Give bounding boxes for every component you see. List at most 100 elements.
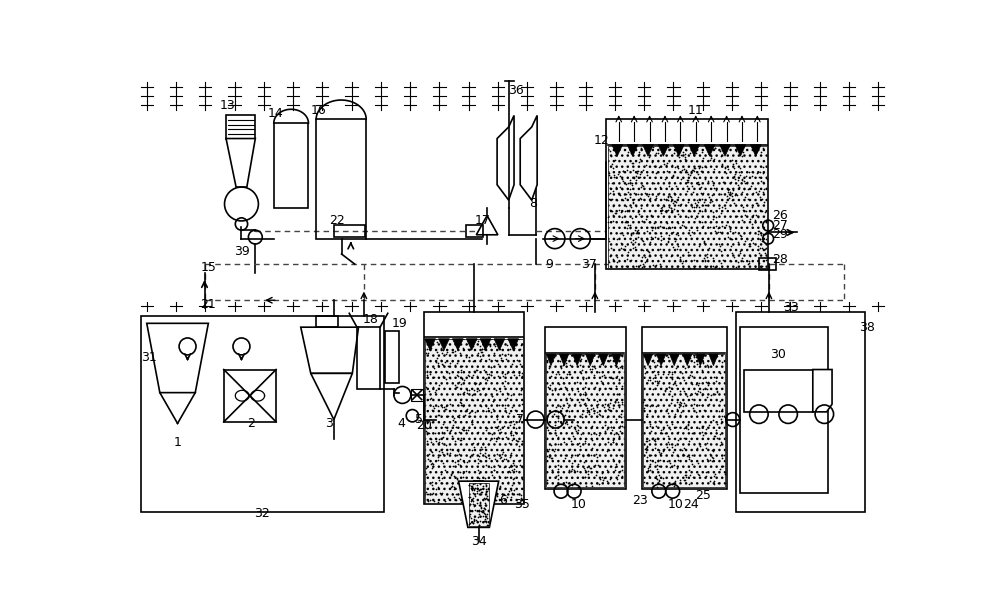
- Point: [623, 255, 639, 265]
- Point: [660, 205, 676, 215]
- Point: [639, 437, 655, 446]
- Point: [663, 203, 679, 213]
- Point: [702, 455, 718, 465]
- Point: [643, 210, 659, 220]
- Point: [659, 420, 675, 430]
- Point: [719, 191, 735, 200]
- Point: [684, 181, 700, 191]
- Point: [488, 495, 504, 505]
- Point: [676, 398, 692, 408]
- Point: [693, 355, 709, 365]
- Point: [698, 471, 714, 481]
- Point: [754, 236, 770, 245]
- Point: [605, 186, 621, 195]
- Point: [492, 424, 508, 434]
- Point: [694, 206, 710, 216]
- Point: [649, 482, 665, 492]
- Point: [570, 421, 586, 431]
- Point: [487, 454, 503, 463]
- Point: [640, 246, 656, 256]
- Point: [755, 169, 771, 178]
- Point: [424, 489, 440, 499]
- Point: [745, 188, 761, 197]
- Point: [732, 247, 748, 256]
- Point: [475, 438, 491, 448]
- Point: [613, 409, 629, 419]
- Point: [463, 496, 479, 505]
- Point: [661, 177, 677, 187]
- Point: [625, 166, 641, 175]
- Point: [711, 203, 727, 213]
- Bar: [385, 331, 399, 384]
- Point: [456, 376, 472, 385]
- Point: [617, 194, 633, 203]
- Point: [419, 366, 435, 376]
- Polygon shape: [494, 339, 505, 350]
- Point: [451, 337, 467, 347]
- Point: [577, 472, 593, 482]
- Point: [434, 433, 450, 443]
- Point: [487, 495, 503, 505]
- Point: [708, 352, 724, 362]
- Point: [539, 357, 555, 367]
- Point: [499, 472, 515, 482]
- Point: [477, 509, 493, 519]
- Point: [442, 444, 458, 454]
- Point: [582, 357, 598, 367]
- Point: [647, 407, 663, 417]
- Point: [455, 343, 471, 353]
- Point: [667, 440, 683, 449]
- Point: [424, 463, 440, 473]
- Point: [659, 443, 675, 452]
- Point: [620, 178, 636, 188]
- Point: [653, 236, 669, 245]
- Point: [633, 203, 649, 213]
- Point: [606, 172, 622, 181]
- Point: [509, 436, 525, 446]
- Point: [624, 158, 640, 167]
- Point: [668, 363, 684, 373]
- Point: [476, 384, 492, 393]
- Point: [653, 404, 669, 414]
- Point: [630, 189, 646, 199]
- Point: [611, 188, 627, 198]
- Point: [722, 226, 738, 236]
- Point: [513, 493, 529, 503]
- Point: [552, 357, 568, 367]
- Point: [639, 442, 655, 452]
- Point: [474, 348, 490, 357]
- Point: [645, 481, 661, 491]
- Point: [461, 519, 477, 529]
- Point: [474, 507, 490, 516]
- Point: [728, 262, 744, 272]
- Point: [458, 405, 474, 415]
- Point: [662, 386, 678, 396]
- Point: [453, 433, 469, 443]
- Point: [727, 175, 743, 185]
- Point: [594, 358, 610, 368]
- Point: [630, 166, 646, 176]
- Point: [603, 244, 619, 253]
- Point: [540, 446, 556, 456]
- Point: [639, 199, 655, 209]
- Point: [677, 364, 693, 373]
- Point: [735, 147, 751, 157]
- Point: [660, 142, 676, 152]
- Point: [602, 183, 618, 192]
- Point: [697, 255, 713, 265]
- Point: [741, 239, 757, 249]
- Point: [548, 402, 564, 412]
- Point: [507, 339, 523, 349]
- Point: [431, 437, 447, 447]
- Point: [601, 384, 617, 393]
- Point: [464, 445, 480, 455]
- Point: [423, 434, 439, 444]
- Point: [757, 244, 773, 254]
- Point: [463, 482, 479, 491]
- Point: [451, 340, 467, 350]
- Point: [745, 209, 761, 219]
- Point: [646, 178, 662, 188]
- Point: [433, 343, 449, 353]
- Point: [650, 455, 666, 465]
- Point: [583, 350, 599, 359]
